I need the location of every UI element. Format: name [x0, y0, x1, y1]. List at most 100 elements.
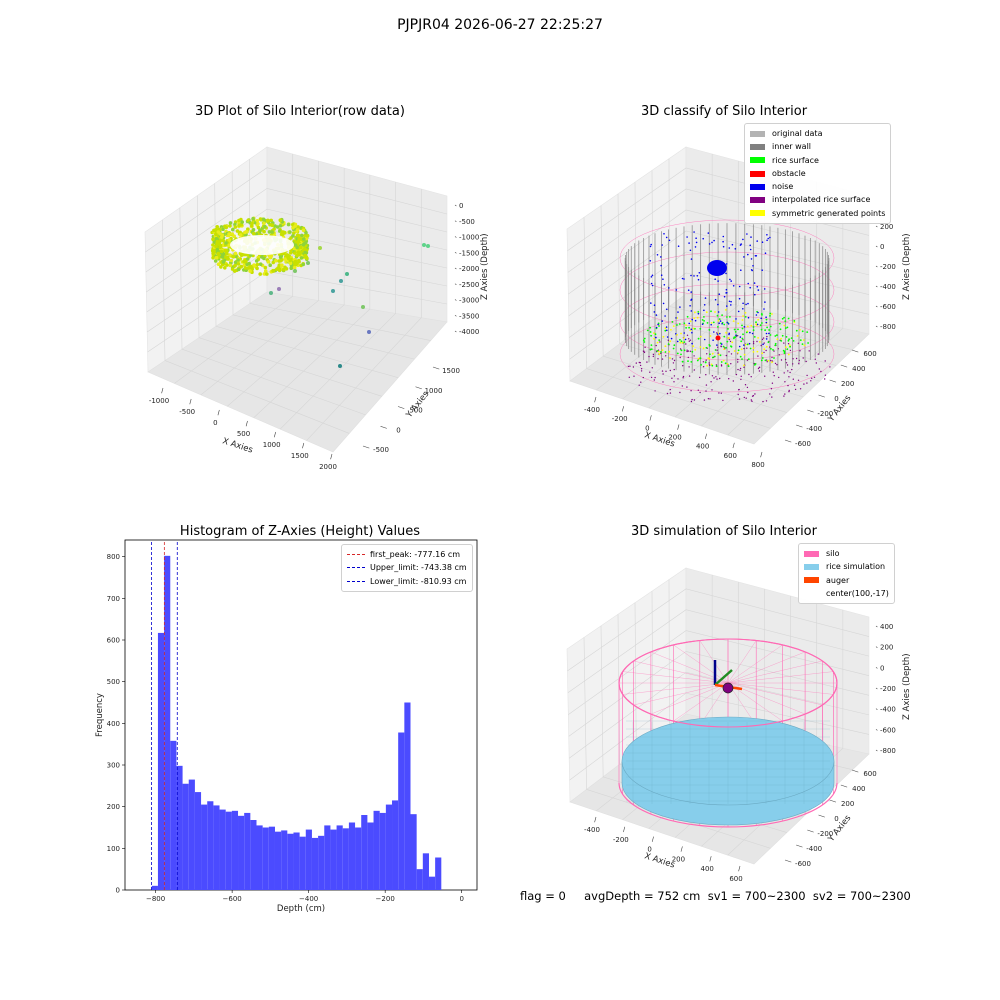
- noise-point: [746, 233, 748, 235]
- interp-point: [669, 388, 671, 391]
- interp-point: [687, 350, 690, 352]
- noise-point: [728, 300, 731, 303]
- histogram-bar: [373, 810, 380, 890]
- raw-outlier: [367, 330, 371, 334]
- raw-point: [212, 240, 217, 244]
- cls-y-tick-label: -200: [817, 410, 833, 418]
- sim-z-tick-label: 0: [880, 664, 884, 672]
- noise-point: [676, 340, 679, 343]
- raw-y-tick-label: 1000: [425, 387, 443, 395]
- raw-z-ticks: 0 -500 -1000 -1500 -2000 -2500 -3000 -3500 -4000: [454, 202, 479, 336]
- noise-point: [767, 237, 769, 240]
- cls-x-tick-label: -400: [584, 406, 600, 414]
- noise-point: [665, 236, 668, 239]
- noise-point: [684, 338, 687, 341]
- surface-point: [745, 331, 748, 334]
- surface-point: [664, 327, 667, 330]
- histogram-bars: [151, 555, 442, 890]
- raw-point: [228, 221, 233, 225]
- raw-outlier: [345, 272, 349, 276]
- grid-line: [568, 251, 870, 338]
- surface-point: [806, 331, 809, 333]
- surface-point: [721, 314, 723, 316]
- surface-point: [740, 340, 743, 343]
- surface-point: [673, 344, 676, 347]
- noise-point: [712, 339, 714, 342]
- noise-point: [649, 260, 652, 262]
- surface-point: [664, 351, 667, 353]
- sim-z-tick-mark: [875, 729, 878, 731]
- raw-point: [297, 236, 302, 241]
- raw-point-cloud: [210, 216, 430, 368]
- cls-y-tick-label: -400: [806, 425, 822, 433]
- raw-point: [297, 258, 301, 263]
- raw-point: [219, 235, 224, 240]
- noise-point: [695, 241, 698, 244]
- interp-point: [628, 376, 630, 378]
- raw-point: [258, 228, 262, 232]
- raw-x-tick-mark: [302, 442, 305, 449]
- noise-point: [740, 269, 742, 272]
- noise-point: [716, 344, 718, 346]
- raw-point: [214, 232, 218, 236]
- cls-y-tick-mark: [796, 424, 803, 428]
- surface-point: [737, 352, 739, 354]
- raw-point: [270, 230, 274, 234]
- interp-point: [744, 384, 747, 386]
- cls-y-tick-mark: [784, 439, 792, 443]
- legend-label: interpolated rice surface: [772, 195, 871, 205]
- legend-label: first_peak: -777.16 cm: [370, 550, 461, 559]
- noise-point: [679, 306, 681, 308]
- simulation-legend-item: auger: [804, 574, 889, 587]
- surface-point: [769, 315, 771, 317]
- interp-point: [754, 393, 756, 395]
- raw-point: [221, 227, 225, 232]
- grid-line: [200, 161, 319, 396]
- raw-x-tick-label: 1500: [291, 452, 309, 460]
- legend-swatch: [804, 577, 819, 584]
- raw-point: [252, 231, 256, 236]
- noise-point: [763, 308, 765, 310]
- noise-point: [730, 304, 732, 306]
- surface-point: [703, 320, 705, 322]
- grid-line: [145, 167, 448, 253]
- raw-z-tick-label: -3000: [459, 297, 479, 305]
- raw-z-tick-label: -2500: [459, 281, 479, 289]
- interp-point: [762, 400, 764, 403]
- sim-x-tick-label: 200: [672, 855, 685, 863]
- surface-point: [681, 341, 684, 344]
- interp-point: [659, 341, 661, 343]
- sim-z-tick-mark: [875, 687, 878, 690]
- surface-point: [768, 329, 770, 331]
- grid-line: [568, 209, 870, 295]
- legend-label: original data: [772, 129, 823, 138]
- raw-outlier: [338, 364, 342, 368]
- interp-point: [697, 389, 699, 391]
- legend-label: noise: [772, 182, 794, 192]
- raw-point: [269, 253, 274, 258]
- surface-point: [653, 337, 655, 340]
- histogram-bar: [250, 820, 257, 890]
- surface-point: [741, 337, 744, 340]
- surface-point: [680, 349, 683, 352]
- surface-point: [723, 348, 725, 350]
- noise-point: [765, 338, 768, 340]
- raw-point: [218, 245, 222, 250]
- surface-point: [667, 343, 670, 345]
- histogram-bar: [164, 555, 171, 890]
- sim-z-tick-label: 400: [880, 623, 893, 631]
- interp-point: [732, 380, 734, 382]
- interp-point: [730, 363, 732, 365]
- interp-point: [824, 378, 826, 380]
- noise-point: [751, 269, 753, 272]
- legend-label: auger: [826, 575, 850, 585]
- surface-point: [746, 343, 749, 346]
- noise-point: [668, 287, 670, 289]
- noise-point: [703, 309, 705, 312]
- histogram-bar: [355, 827, 362, 890]
- legend-swatch: [750, 183, 765, 190]
- noise-point: [650, 302, 652, 304]
- histogram-bar: [367, 822, 374, 890]
- surface-point: [683, 341, 686, 343]
